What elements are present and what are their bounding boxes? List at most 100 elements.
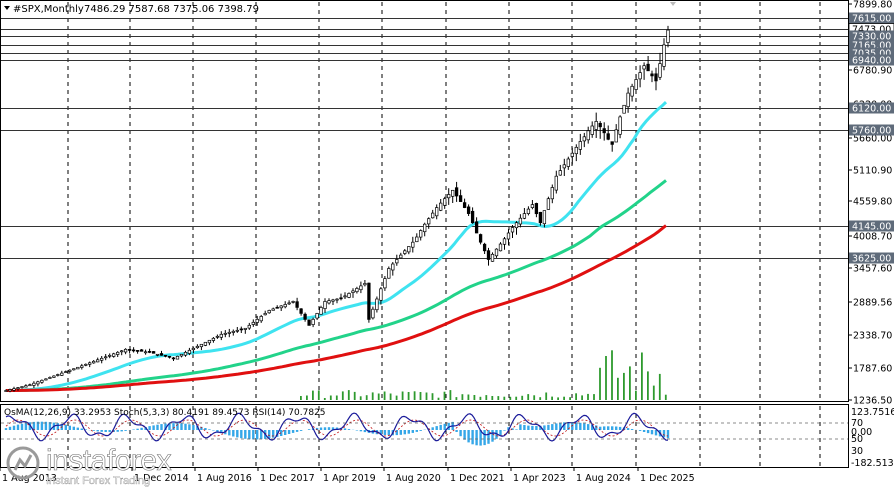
osma-bar (69, 426, 71, 430)
osma-bar (420, 430, 422, 431)
volume-bar (426, 393, 428, 401)
candle-body (240, 329, 243, 330)
osma-bar (300, 430, 302, 431)
osma-bar (440, 425, 442, 430)
osma-bar (117, 430, 119, 432)
osma-bar (615, 427, 617, 431)
candle-body (567, 159, 570, 167)
osma-bar (77, 428, 79, 430)
dropdown-arrow-icon[interactable] (4, 6, 10, 10)
candle-body (447, 195, 450, 198)
candle-body (400, 255, 403, 258)
osma-bar (651, 430, 653, 434)
candle-body (352, 291, 355, 293)
osma-bar (81, 429, 83, 431)
candle-body (304, 314, 307, 319)
osma-bar (292, 430, 294, 433)
candle-body (264, 313, 267, 314)
candle-body (9, 390, 12, 391)
volume-bar (348, 390, 350, 400)
volume-bar (545, 393, 547, 401)
candle-body (73, 369, 76, 370)
candle-body (591, 126, 594, 135)
candle-body (663, 45, 666, 67)
candle-body (156, 354, 159, 355)
osma-bar (587, 424, 589, 430)
candle-body (635, 80, 638, 90)
osma-bar (432, 427, 434, 430)
volume-bar (336, 396, 338, 401)
candle-body (136, 350, 139, 351)
candle-body (184, 352, 187, 355)
candle-body (324, 301, 327, 308)
osma-bar (463, 430, 465, 440)
candle-body (388, 269, 391, 279)
osma-bar (483, 430, 485, 445)
candle-body (192, 348, 195, 349)
candle-body (280, 306, 283, 308)
osma-bar (543, 425, 545, 430)
candle-body (172, 358, 175, 359)
osma-bar (459, 430, 461, 436)
level-badge-label: 3625.00 (852, 254, 891, 265)
osma-bar (188, 424, 190, 430)
candle-body (404, 251, 407, 254)
volume-bar (599, 368, 601, 400)
candle-body (615, 130, 618, 142)
candle-body (511, 228, 514, 233)
time-axis-label: 1 Apr 2023 (513, 473, 566, 484)
candle-body (519, 218, 522, 224)
volume-bar (342, 391, 344, 400)
candle-body (260, 316, 263, 320)
candle-body (316, 313, 319, 318)
osma-bar (627, 428, 629, 430)
time-axis-label: 1 Aug 2020 (386, 473, 441, 484)
candle-body (356, 288, 359, 291)
osma-bar (531, 426, 533, 430)
osma-bar (551, 424, 553, 430)
candle-body (208, 340, 211, 343)
candle-body (200, 344, 203, 346)
osma-bar (324, 427, 326, 430)
candle-body (451, 190, 454, 196)
candle-body (643, 66, 646, 69)
candle-body (651, 74, 654, 76)
candle-body (29, 385, 32, 386)
volume-bar (647, 371, 649, 400)
candle-body (312, 319, 315, 324)
osma-bar (320, 428, 322, 431)
osma-bar (252, 430, 254, 439)
time-axis-label: 1 Aug 2016 (197, 473, 252, 484)
candle-body (220, 334, 223, 337)
volume-bar (420, 392, 422, 400)
candle-body (467, 207, 470, 214)
candle-body (587, 131, 590, 140)
candle-body (216, 336, 219, 337)
osma-bar (555, 423, 557, 430)
candle-body (148, 351, 151, 352)
candle-body (21, 387, 24, 388)
volume-bar (611, 350, 613, 400)
candle-body (228, 332, 231, 333)
candle-body (527, 209, 530, 214)
osma-bar (619, 427, 621, 430)
volume-bar (497, 396, 499, 400)
osma-bar (404, 430, 406, 434)
scroll-marker-icon[interactable] (670, 2, 676, 6)
osma-bar (136, 429, 138, 430)
price-axis: 7899.806780.906220.005660.005110.904559.… (848, 0, 894, 469)
volume-bar (456, 397, 458, 400)
volume-bar (533, 395, 535, 400)
volume-bar (659, 374, 661, 400)
osma-bar (256, 430, 258, 439)
osma-bar (348, 429, 350, 430)
osma-bar (364, 430, 366, 432)
osma-bar (101, 430, 103, 432)
volume-bar (480, 397, 482, 400)
candle-body (631, 86, 634, 96)
osma-bar (124, 430, 126, 431)
price-axis-label: 5110.90 (853, 166, 892, 177)
osma-bar (408, 430, 410, 434)
